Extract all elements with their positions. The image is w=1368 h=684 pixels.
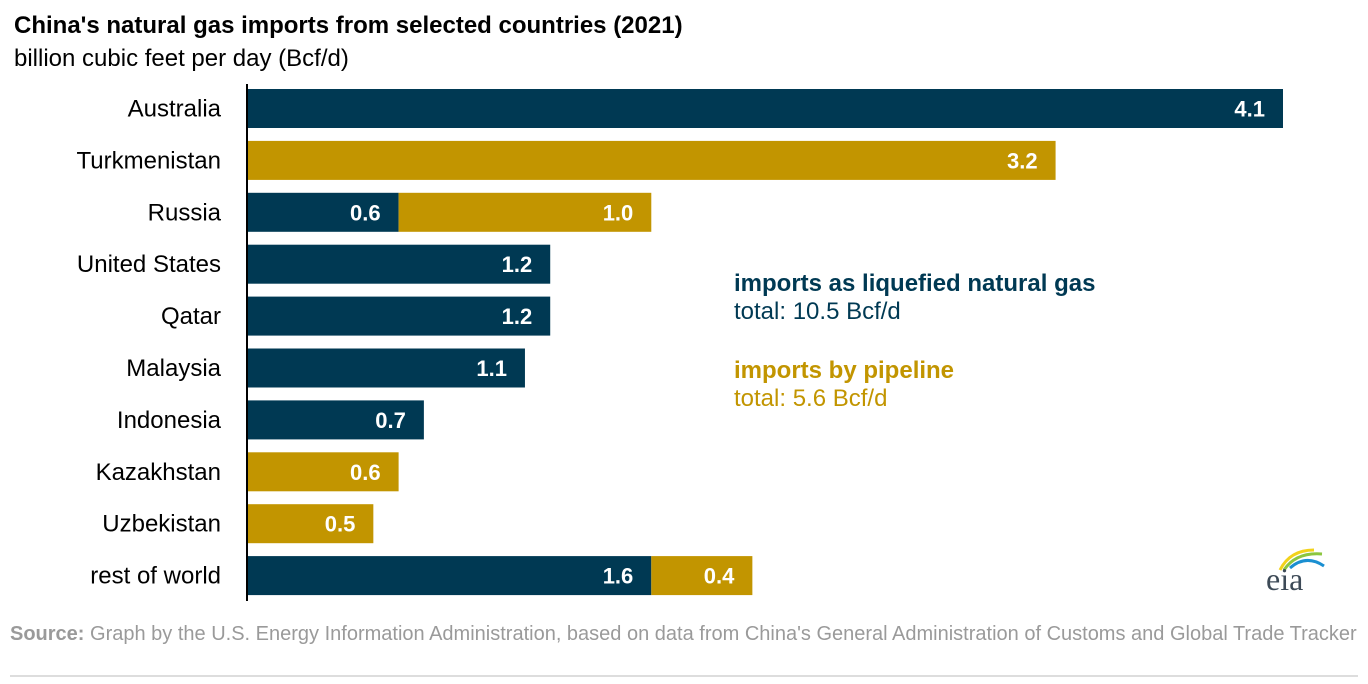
data-label: 1.1 — [476, 356, 507, 381]
eia-logo: eia — [1266, 548, 1325, 596]
bar-pipeline — [247, 504, 374, 544]
bar-lng — [247, 348, 525, 388]
bar-chart: Australia 4.1 Turkmenistan 3.2 Russia 0.6 1.0 U… — [77, 84, 1283, 601]
data-label: 0.4 — [704, 564, 735, 589]
bar-pipeline — [247, 140, 1056, 180]
data-label: 1.2 — [502, 304, 533, 329]
footer-divider — [10, 675, 1358, 677]
bar-lng — [247, 89, 1283, 128]
bar-pipeline — [398, 192, 652, 232]
category-label: Turkmenistan — [77, 147, 222, 174]
category-label: Indonesia — [117, 407, 222, 434]
data-label: 1.2 — [502, 252, 533, 277]
data-label: 0.6 — [350, 200, 381, 225]
bar-lng — [247, 192, 399, 232]
category-label: Malaysia — [126, 355, 221, 382]
bar-pipeline — [247, 452, 399, 492]
data-label: 1.0 — [603, 200, 634, 225]
data-label: 3.2 — [1007, 148, 1038, 173]
legend-pipeline-total: total: 5.6 Bcf/d — [734, 385, 888, 412]
source-note: Source: Graph by the U.S. Energy Informa… — [10, 622, 1360, 647]
eia-logo-text: eia — [1266, 561, 1303, 596]
chart-title: China's natural gas imports from selecte… — [14, 12, 683, 39]
legend-lng-name: imports as liquefied natural gas — [734, 270, 1096, 297]
data-label: 0.5 — [325, 512, 356, 537]
source-label: Source: — [10, 623, 85, 645]
chart-subtitle: billion cubic feet per day (Bcf/d) — [14, 45, 349, 72]
category-label: Kazakhstan — [96, 459, 221, 486]
category-label: Australia — [128, 96, 222, 123]
legend-pipeline-name: imports by pipeline — [734, 357, 955, 384]
data-label: 4.1 — [1234, 97, 1265, 122]
category-label: Russia — [148, 199, 222, 226]
category-label: Uzbekistan — [102, 511, 221, 538]
category-label: United States — [77, 251, 221, 278]
bar-lng — [247, 296, 551, 336]
source-text: Graph by the U.S. Energy Information Adm… — [90, 623, 1357, 645]
data-label: 1.6 — [603, 564, 634, 589]
bar-pipeline — [651, 556, 753, 596]
category-label: rest of world — [90, 563, 221, 590]
data-label: 0.6 — [350, 460, 381, 485]
bar-lng — [247, 244, 551, 284]
bar-lng — [247, 556, 652, 596]
legend-pipeline: imports by pipeline total: 5.6 Bcf/d — [734, 357, 954, 413]
data-label: 0.7 — [375, 408, 406, 433]
legend-lng: imports as liquefied natural gas total: … — [734, 270, 1095, 326]
category-label: Qatar — [161, 303, 221, 330]
legend-lng-total: total: 10.5 Bcf/d — [734, 298, 901, 325]
bar-lng — [247, 400, 424, 440]
